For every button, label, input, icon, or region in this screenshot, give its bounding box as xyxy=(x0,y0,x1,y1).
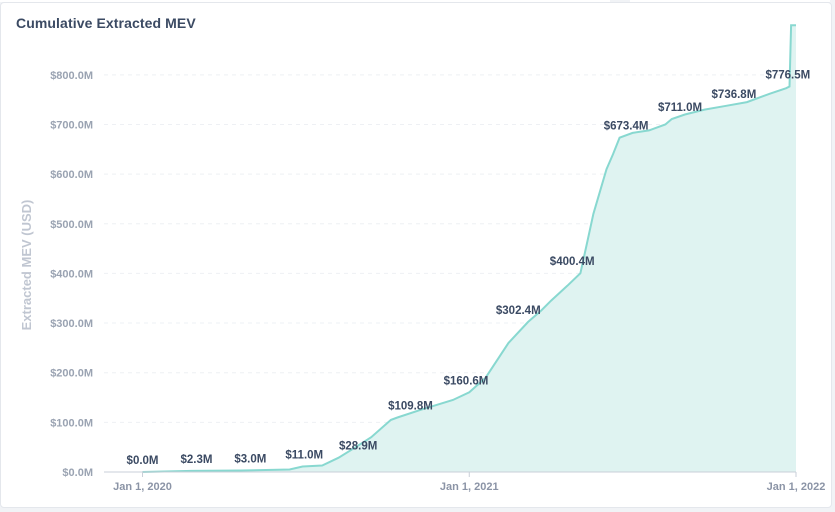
data-label: $28.9M xyxy=(339,441,377,453)
data-label: $302.4M xyxy=(496,305,541,317)
cumulative-line xyxy=(142,24,796,473)
data-label: $160.6M xyxy=(444,375,489,387)
data-label: $2.3M xyxy=(180,454,212,466)
x-tick-label: Jan 1, 2020 xyxy=(113,481,172,493)
x-tick-label: Jan 1, 2022 xyxy=(767,481,826,493)
data-label: $736.8M xyxy=(712,89,757,101)
y-tick-label: $300.0M xyxy=(50,318,93,330)
data-label: $3.0M xyxy=(234,454,266,466)
y-axis-title: Extracted MEV (USD) xyxy=(19,200,34,331)
y-tick-label: $400.0M xyxy=(50,268,93,280)
data-label: $11.0M xyxy=(285,450,323,462)
data-label: $109.8M xyxy=(388,400,433,412)
data-label: $673.4M xyxy=(604,121,649,133)
data-labels: $0.0M $2.3M $3.0M $11.0M $28.9M $109.8M $160.6… xyxy=(127,69,811,467)
cumulative-area xyxy=(142,25,796,472)
data-label: $0.0M xyxy=(127,455,159,467)
chart-title: Cumulative Extracted MEV xyxy=(16,15,196,31)
y-tick-label: $0.0M xyxy=(62,467,93,479)
top-tab-strip-right xyxy=(630,0,830,2)
y-tick-label: $500.0M xyxy=(50,219,93,231)
data-label: $711.0M xyxy=(658,102,702,114)
data-label: $400.4M xyxy=(550,256,595,268)
x-axis-ticks: Jan 1, 2020 Jan 1, 2021 Jan 1, 2022 xyxy=(113,472,825,493)
y-axis-ticks: $0.0M $100.0M $200.0M $300.0M $400.0M $500.0M… xyxy=(50,70,93,479)
y-tick-label: $800.0M xyxy=(50,70,93,82)
top-tab-strip-left xyxy=(0,0,610,2)
y-tick-label: $700.0M xyxy=(50,119,93,131)
y-tick-label: $100.0M xyxy=(50,417,93,429)
y-tick-label: $600.0M xyxy=(50,169,93,181)
data-label: $776.5M xyxy=(765,69,810,81)
y-tick-label: $200.0M xyxy=(50,368,93,380)
x-tick-label: Jan 1, 2021 xyxy=(440,481,499,493)
